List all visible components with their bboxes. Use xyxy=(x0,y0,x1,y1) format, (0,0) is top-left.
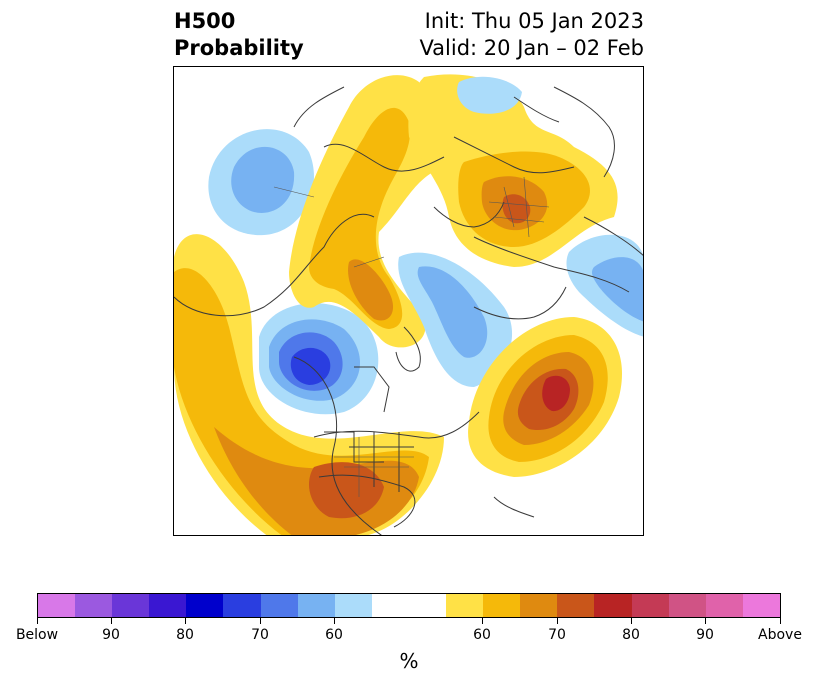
colorbar-tick-label: 70 xyxy=(251,627,269,643)
colorbar-segment xyxy=(520,594,558,617)
colorbar-tick xyxy=(631,618,632,624)
valid-range: Valid: 20 Jan – 02 Feb xyxy=(419,36,644,60)
title-variable: H500 xyxy=(174,9,236,33)
anomaly-below-atlantic-70 xyxy=(417,266,488,358)
colorbar-unit: % xyxy=(399,649,419,673)
colorbar-segment xyxy=(371,594,447,617)
colorbar-tick-label: 90 xyxy=(102,627,120,643)
colorbar-tick-label: 60 xyxy=(325,627,343,643)
colorbar-tick-label: 80 xyxy=(622,627,640,643)
colorbar-tick xyxy=(780,618,781,624)
anomaly-above-north-90 xyxy=(502,194,531,224)
colorbar-segment xyxy=(223,594,261,617)
colorbar-tick xyxy=(482,618,483,624)
anomaly-below-east-70 xyxy=(591,257,643,322)
colorbar-segment xyxy=(149,594,187,617)
country-borders xyxy=(174,86,643,535)
title-product: Probability xyxy=(174,36,304,60)
colorbar-segment xyxy=(75,594,113,617)
colorbar-segment xyxy=(705,594,743,617)
colorbar-tick xyxy=(705,618,706,624)
colorbar-tick-label: 80 xyxy=(176,627,194,643)
colorbar-tick-label: 60 xyxy=(473,627,491,643)
colorbar-segment xyxy=(334,594,372,617)
colorbar-segment xyxy=(631,594,669,617)
colorbar-tick-label: Below xyxy=(15,627,59,643)
colorbar-segment xyxy=(446,594,484,617)
colorbar-segment xyxy=(38,594,76,617)
colorbar-segment xyxy=(186,594,224,617)
colorbar-tick xyxy=(260,618,261,624)
colorbar-tick-label: 90 xyxy=(696,627,714,643)
colorbar-segment xyxy=(557,594,595,617)
colorbar xyxy=(37,593,781,618)
colorbar-tick-label: Above xyxy=(758,627,802,643)
anomaly-above-arctic-70 xyxy=(309,107,410,329)
anomaly-below-pacific-70 xyxy=(231,146,295,213)
colorbar-segment xyxy=(260,594,298,617)
colorbar-segment xyxy=(668,594,706,617)
init-date: Init: Thu 05 Jan 2023 xyxy=(424,9,644,33)
colorbar-tick xyxy=(185,618,186,624)
colorbar-segment xyxy=(742,594,780,617)
colorbar-tick xyxy=(334,618,335,624)
colorbar-segment xyxy=(297,594,335,617)
colorbar-tick xyxy=(111,618,112,624)
anomaly-above-atlantic-max xyxy=(542,375,570,412)
colorbar-tick xyxy=(37,618,38,624)
colorbar-segment xyxy=(112,594,150,617)
colorbar-tick xyxy=(557,618,558,624)
title-right: Init: Thu 05 Jan 2023 Valid: 20 Jan – 02… xyxy=(419,8,644,62)
map-canvas xyxy=(174,67,643,535)
anomaly-above-arctic-80 xyxy=(348,259,394,321)
anomaly-below-arctic-60 xyxy=(457,76,522,114)
probability-map xyxy=(173,66,644,536)
colorbar-segment xyxy=(483,594,521,617)
title-left: H500 Probability xyxy=(174,8,304,62)
colorbar-tick-label: 70 xyxy=(548,627,566,643)
state-borders xyxy=(273,176,550,497)
colorbar-segment xyxy=(594,594,632,617)
